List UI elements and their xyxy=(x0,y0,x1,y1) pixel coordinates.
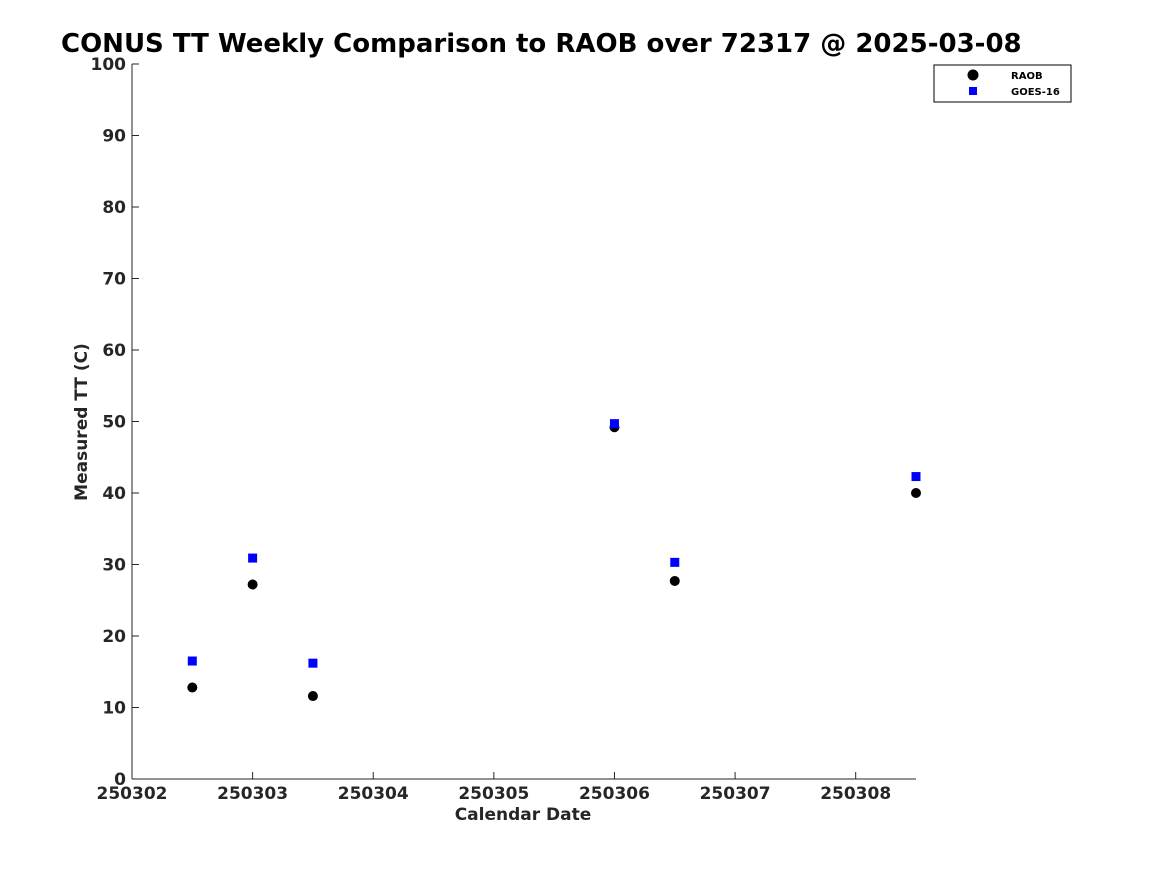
legend-raob-label: RAOB xyxy=(1011,71,1043,82)
x-tick-label: 250304 xyxy=(338,784,409,804)
raob-point xyxy=(307,691,318,702)
x-tick-label: 250303 xyxy=(217,784,288,804)
legend: RAOB GOES-16 xyxy=(933,64,1072,103)
legend-box xyxy=(933,64,1072,103)
goes16-point xyxy=(670,557,680,567)
y-tick-label: 40 xyxy=(102,484,126,504)
x-tick-label: 250308 xyxy=(820,784,891,804)
y-tick-label: 0 xyxy=(114,770,126,790)
y-tick-label: 10 xyxy=(102,699,126,719)
x-tick-label: 250302 xyxy=(97,784,168,804)
legend-raob-marker xyxy=(967,69,979,81)
legend-goes16-label: GOES-16 xyxy=(1011,87,1060,98)
y-axis-label: Measured TT (C) xyxy=(72,343,92,501)
goes16-point xyxy=(308,658,318,668)
chart-title: CONUS TT Weekly Comparison to RAOB over … xyxy=(61,29,1022,59)
x-axis-label: Calendar Date xyxy=(455,805,592,825)
x-tick-label: 250307 xyxy=(700,784,771,804)
y-tick-label: 100 xyxy=(91,55,127,75)
goes16-point xyxy=(911,472,921,482)
raob-point xyxy=(669,575,680,586)
y-tick-label: 90 xyxy=(102,127,126,147)
y-tick-label: 80 xyxy=(102,198,126,218)
goes16-point xyxy=(248,553,258,563)
y-tick-label: 20 xyxy=(102,627,126,647)
legend-goes16-marker xyxy=(969,87,977,95)
goes16-point xyxy=(609,419,619,429)
y-tick-label: 60 xyxy=(102,341,126,361)
data-markers xyxy=(187,419,921,702)
raob-point xyxy=(247,579,258,590)
x-tick-label: 250305 xyxy=(458,784,529,804)
y-tick-label: 70 xyxy=(102,270,126,290)
y-tick-label: 50 xyxy=(102,413,126,433)
raob-point xyxy=(187,682,198,693)
y-tick-label: 30 xyxy=(102,556,126,576)
x-tick-label: 250306 xyxy=(579,784,650,804)
goes16-point xyxy=(187,656,197,666)
raob-point xyxy=(911,488,921,498)
y-axis-ticks: 0 10 20 30 40 50 60 70 80 90 100 xyxy=(91,55,139,790)
x-axis-ticks: 250302 250303 250304 250305 250306 250307 2503… xyxy=(97,772,891,804)
